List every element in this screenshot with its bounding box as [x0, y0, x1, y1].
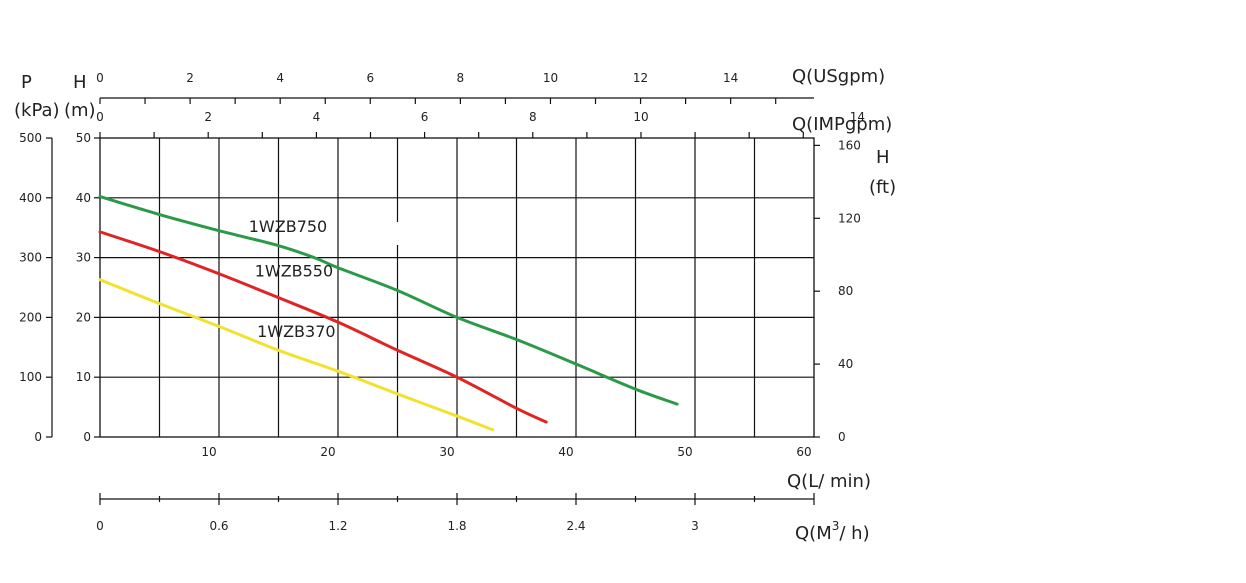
impgpm-axis-tick-label: 10: [633, 110, 648, 124]
usgpm-axis-tick-label: 10: [543, 71, 558, 85]
grid: [100, 138, 814, 437]
impgpm-axis-tick-label: 6: [421, 110, 429, 124]
m3h-axis-label: Q(M3/ h): [795, 519, 870, 544]
m3h-label-tail: / h): [839, 523, 869, 544]
m3h-label-sup: 3: [832, 519, 840, 533]
h-axis-tick-label-left: 0: [83, 430, 91, 444]
p-axis-tick-label: 0: [34, 430, 42, 444]
ft-axis-tick-label: 160: [838, 138, 861, 152]
usgpm-axis-tick-label: 6: [366, 71, 374, 85]
axes: 0102030405001002003004005000408012016010…: [19, 71, 865, 533]
lmin-axis-tick-label: 20: [320, 445, 335, 459]
p-axis-title: P: [21, 72, 32, 93]
h-axis-title-left: H: [73, 72, 87, 93]
usgpm-axis-label: Q(USgpm): [792, 66, 885, 87]
h-axis-tick-label-left: 10: [76, 370, 91, 384]
impgpm-axis-tick-label: 0: [96, 110, 104, 124]
h-axis-tick-label-left: 30: [76, 251, 91, 265]
lmin-axis-tick-label: 60: [796, 445, 811, 459]
series-line-1wzb550: [98, 230, 548, 424]
p-axis-tick-label: 400: [19, 191, 42, 205]
series-label-1wzb370: 1WZB370: [257, 322, 335, 341]
impgpm-axis-tick-label: 4: [313, 110, 321, 124]
m3h-label-main: Q(M: [795, 523, 832, 544]
usgpm-axis-tick-label: 2: [186, 71, 194, 85]
lmin-axis-tick-label: 50: [677, 445, 692, 459]
impgpm-axis-label: Q(IMPgpm): [792, 114, 892, 135]
p-axis-unit: (kPa): [14, 100, 60, 121]
h-axis-tick-label-left: 50: [76, 131, 91, 145]
ft-axis-tick-label: 40: [838, 357, 853, 371]
m3h-axis-tick-label: 3: [691, 519, 699, 533]
h-axis-tick-label-left: 20: [76, 310, 91, 324]
impgpm-axis-tick-label: 8: [529, 110, 537, 124]
h-axis-unit-right: (ft): [869, 177, 896, 198]
series-label-1wzb750: 1WZB750: [249, 217, 327, 236]
impgpm-axis-tick-label: 14: [850, 110, 865, 124]
p-axis-tick-label: 100: [19, 370, 42, 384]
usgpm-axis-tick-label: 0: [96, 71, 104, 85]
ft-axis-tick-label: 0: [838, 430, 846, 444]
series-line-1wzb750: [98, 195, 679, 406]
ft-axis-tick-label: 80: [838, 284, 853, 298]
series-labels: 1WZB750 1WZB550 1WZB370: [249, 217, 336, 341]
lmin-axis-tick-label: 10: [201, 445, 216, 459]
p-axis-tick-label: 200: [19, 310, 42, 324]
usgpm-axis-tick-label: 4: [276, 71, 284, 85]
series-label-1wzb550: 1WZB550: [255, 262, 333, 281]
m3h-axis-tick-label: 1.8: [447, 519, 466, 533]
usgpm-axis-tick-label: 14: [723, 71, 738, 85]
m3h-axis-tick-label: 0.6: [209, 519, 228, 533]
p-axis-tick-label: 500: [19, 131, 42, 145]
plot-frame: [99, 137, 815, 438]
h-axis-tick-label-left: 40: [76, 191, 91, 205]
lmin-axis-tick-label: 30: [439, 445, 454, 459]
usgpm-axis-tick-label: 12: [633, 71, 648, 85]
usgpm-axis-tick-label: 8: [457, 71, 465, 85]
impgpm-axis-tick-label: 2: [204, 110, 212, 124]
p-axis-tick-label: 300: [19, 251, 42, 265]
h-axis-unit-left: (m): [64, 100, 96, 121]
h-axis-title-right: H: [876, 147, 890, 168]
ft-axis-tick-label: 120: [838, 211, 861, 225]
m3h-axis-tick-label: 2.4: [566, 519, 585, 533]
m3h-axis-tick-label: 0: [96, 519, 104, 533]
lmin-axis-label: Q(L/ min): [787, 471, 871, 492]
series-line-1wzb370: [98, 278, 495, 432]
m3h-axis-tick-label: 1.2: [328, 519, 347, 533]
lmin-axis-tick-label: 40: [558, 445, 573, 459]
series: [98, 195, 679, 432]
